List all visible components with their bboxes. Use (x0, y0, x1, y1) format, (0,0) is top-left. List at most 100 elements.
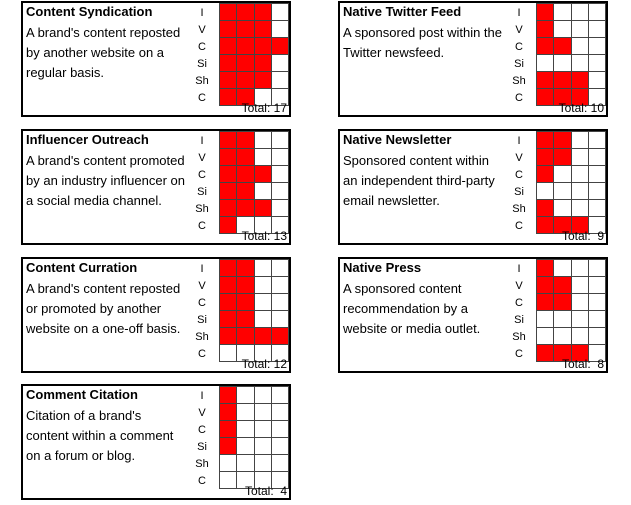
filled-cell (553, 37, 572, 55)
grid-row (535, 20, 607, 38)
empty-cell (270, 344, 290, 362)
filled-cell (570, 71, 589, 89)
empty-cell (587, 344, 607, 362)
row-label: V (515, 152, 523, 164)
score-grid (535, 259, 607, 362)
empty-cell (570, 293, 589, 311)
empty-cell (587, 293, 607, 311)
card-content-syndication: Content Syndication A brand's content re… (21, 1, 291, 117)
empty-cell (587, 276, 607, 294)
empty-cell (218, 471, 238, 489)
row-labels: I V C Si Sh C (195, 133, 209, 235)
grid-row (535, 131, 607, 149)
empty-cell (253, 420, 272, 438)
empty-cell (535, 327, 555, 345)
empty-cell (570, 3, 589, 21)
grid-row (535, 165, 607, 183)
filled-cell (535, 293, 555, 311)
card-title: Influencer Outreach (26, 132, 149, 147)
grid-row (218, 310, 290, 328)
filled-cell (535, 3, 555, 21)
empty-cell (570, 131, 589, 149)
row-labels: I V C Si Sh C (195, 5, 209, 107)
filled-cell (218, 276, 238, 294)
score-grid (535, 3, 607, 106)
card-description: A brand's content reposted or promoted b… (26, 281, 181, 336)
grid-row (535, 259, 607, 277)
row-label: C (515, 169, 523, 181)
row-label: Si (514, 58, 524, 70)
empty-cell (270, 199, 290, 217)
filled-cell (236, 88, 255, 106)
empty-cell (253, 454, 272, 472)
filled-cell (218, 437, 238, 455)
filled-cell (253, 20, 272, 38)
row-label: I (517, 7, 521, 19)
card-native-newsletter: Native Newsletter Sponsored content with… (338, 129, 608, 245)
filled-cell (570, 216, 589, 234)
grid-row (218, 403, 290, 421)
empty-cell (570, 327, 589, 345)
empty-cell (270, 3, 290, 21)
row-label: Sh (195, 331, 209, 343)
filled-cell (218, 199, 238, 217)
grid-row (218, 437, 290, 455)
card-content-curration: Content Curration A brand's content repo… (21, 257, 291, 373)
filled-cell (253, 37, 272, 55)
row-label: I (517, 135, 521, 147)
empty-cell (587, 165, 607, 183)
row-label: V (515, 24, 523, 36)
filled-cell (218, 420, 238, 438)
row-label: V (198, 152, 206, 164)
filled-cell (535, 88, 555, 106)
empty-cell (253, 403, 272, 421)
card-influencer-outreach: Influencer Outreach A brand's content pr… (21, 129, 291, 245)
card-title: Content Syndication (26, 4, 153, 19)
card-title: Comment Citation (26, 387, 138, 402)
filled-cell (218, 259, 238, 277)
filled-cell (236, 37, 255, 55)
filled-cell (236, 259, 255, 277)
empty-cell (270, 182, 290, 200)
card-comment-citation: Comment Citation Citation of a brand's c… (21, 384, 291, 500)
total-label: Total: 4 (244, 484, 287, 498)
row-label: Si (514, 186, 524, 198)
grid-row (218, 344, 290, 362)
empty-cell (587, 20, 607, 38)
empty-cell (253, 310, 272, 328)
card-description: Citation of a brand's content within a c… (26, 408, 174, 463)
empty-cell (253, 386, 272, 404)
row-label: Si (197, 186, 207, 198)
grid-row (535, 216, 607, 234)
grid-row (535, 37, 607, 55)
row-label: C (198, 475, 206, 487)
filled-cell (253, 327, 272, 345)
filled-cell (553, 276, 572, 294)
filled-cell (253, 165, 272, 183)
filled-cell (553, 148, 572, 166)
total-label: Total: 12 (241, 357, 287, 371)
empty-cell (570, 20, 589, 38)
empty-cell (553, 165, 572, 183)
empty-cell (270, 165, 290, 183)
empty-cell (236, 437, 255, 455)
card-description: A sponsored content recommendation by a … (343, 281, 481, 336)
row-labels: I V C Si Sh C (512, 5, 526, 107)
filled-cell (218, 71, 238, 89)
empty-cell (570, 165, 589, 183)
row-label: Si (197, 58, 207, 70)
grid-row (218, 3, 290, 21)
filled-cell (570, 88, 589, 106)
empty-cell (570, 259, 589, 277)
empty-cell (570, 310, 589, 328)
empty-cell (570, 199, 589, 217)
grid-row (535, 3, 607, 21)
filled-cell (535, 165, 555, 183)
row-labels: I V C Si Sh C (512, 261, 526, 363)
total-label: Total: 13 (241, 229, 287, 243)
grid-row (218, 37, 290, 55)
empty-cell (270, 131, 290, 149)
filled-cell (553, 71, 572, 89)
empty-cell (535, 54, 555, 72)
row-labels: I V C Si Sh C (195, 388, 209, 490)
